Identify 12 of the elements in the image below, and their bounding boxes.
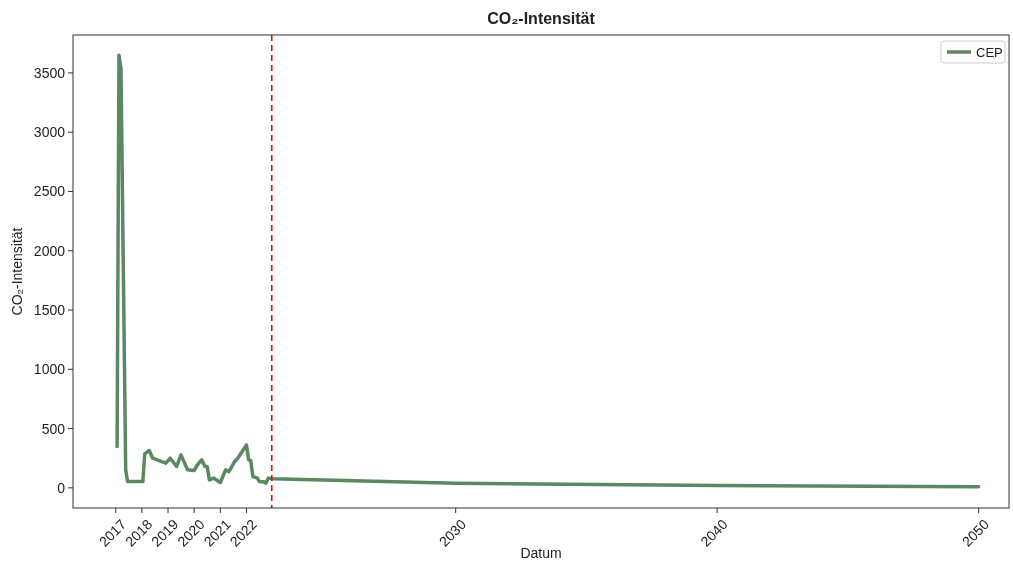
x-axis-title: Datum <box>520 545 562 561</box>
y-tick-label: 1500 <box>33 302 66 319</box>
y-tick-label: 2500 <box>33 183 66 200</box>
y-tick-label: 3000 <box>33 124 66 141</box>
y-tick-label: 500 <box>41 420 66 437</box>
y-tick-label: 1000 <box>33 361 66 378</box>
y-tick-label: 0 <box>57 479 66 496</box>
y-axis-title: CO₂-Intensität <box>9 227 25 316</box>
y-tick-label: 3500 <box>33 64 66 81</box>
chart-title: CO₂-Intensität <box>487 10 596 27</box>
legend-label: CEP <box>976 44 1003 60</box>
y-tick-label: 2000 <box>33 242 66 259</box>
